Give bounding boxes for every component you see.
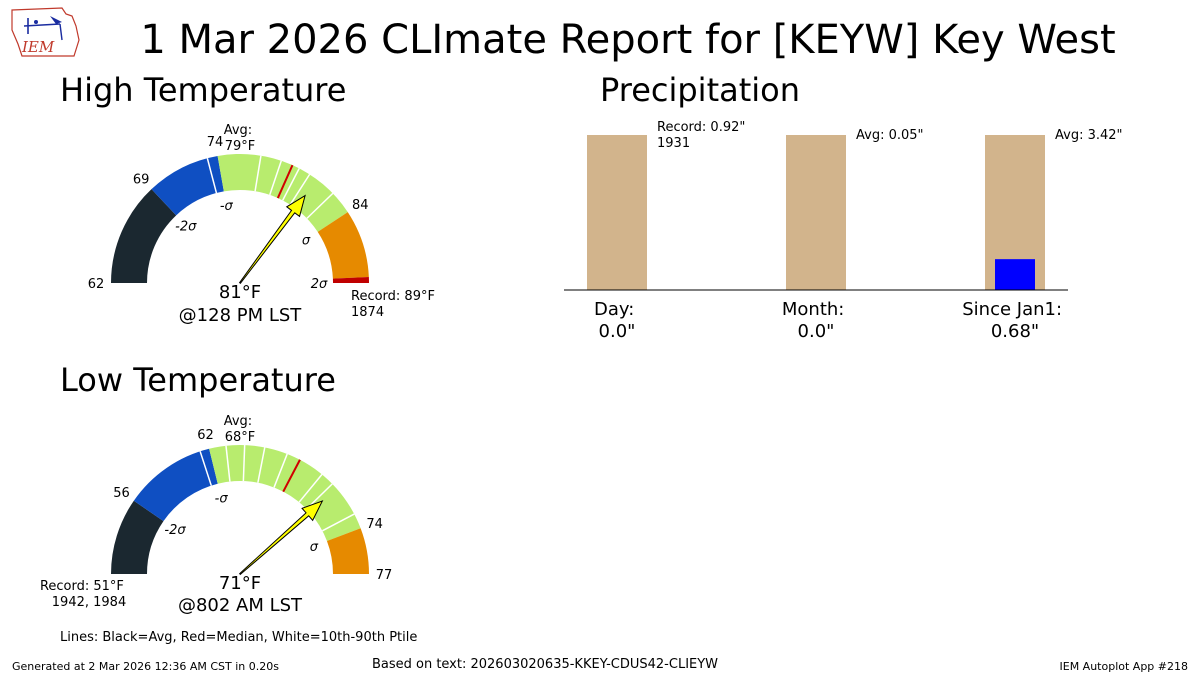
gauge-needle bbox=[238, 194, 306, 284]
low-temp-record-label: Record: 51°F 1942, 1984 bbox=[40, 579, 128, 610]
low-temp-title: Low Temperature bbox=[60, 361, 336, 399]
low-temp-avg-line1: Avg: bbox=[224, 414, 252, 429]
gauge-tick-label-3: 77 bbox=[376, 568, 393, 583]
high-temp-record-line2: 1874 bbox=[351, 305, 384, 320]
precipitation-panel: Precipitation Record: 0.92" 1931 Avg: 0.… bbox=[564, 71, 1123, 342]
high-temp-time: @128 PM LST bbox=[179, 305, 303, 326]
gauge-band-1 bbox=[133, 448, 218, 522]
percentile-line-5 bbox=[298, 473, 323, 503]
gauge-tick-label-1: 69 bbox=[133, 172, 150, 187]
low-temp-avg-label: Avg: 68°F bbox=[224, 414, 257, 445]
footer-app: IEM Autoplot App #218 bbox=[1060, 660, 1189, 673]
gauge-band-3 bbox=[317, 212, 369, 279]
precip-bar-chart bbox=[587, 135, 1045, 290]
precip-ref-label-day: Record: 0.92" 1931 bbox=[657, 120, 750, 151]
gauge-tick-label-0: 56 bbox=[113, 486, 130, 501]
gauge-band-1 bbox=[151, 155, 224, 216]
percentile-line-2 bbox=[242, 445, 246, 482]
gauge-sigma-label-1: -σ bbox=[215, 491, 229, 506]
precip-cat-year-value: 0.68" bbox=[991, 321, 1039, 342]
high-temp-value: 81°F bbox=[219, 282, 261, 303]
percentile-line-1 bbox=[254, 155, 262, 192]
precip-cat-day-value: 0.0" bbox=[599, 321, 636, 342]
low-temp-gauge: 56 62 74 77 -2σ -σ σ bbox=[111, 428, 392, 583]
low-temp-time: @802 AM LST bbox=[178, 595, 303, 616]
gauge-tick-label-3: 84 bbox=[352, 198, 369, 213]
precip-cat-month-name: Month: bbox=[782, 299, 844, 320]
gauge-band-2 bbox=[209, 445, 361, 542]
gauge-band-3 bbox=[326, 528, 369, 574]
precip-cat-day-name: Day: bbox=[594, 299, 634, 320]
precip-title: Precipitation bbox=[600, 71, 800, 109]
high-temp-avg-line2: 79°F bbox=[225, 139, 256, 154]
low-temperature-panel: Low Temperature 56 62 74 77 -2σ -σ σ 71°F @802… bbox=[40, 361, 392, 616]
percentile-line-5 bbox=[306, 192, 334, 219]
gauge-tick-label-0: 62 bbox=[88, 277, 105, 292]
median-line bbox=[282, 459, 301, 493]
precip-cat-year-name: Since Jan1: bbox=[962, 299, 1062, 320]
legend-note: Lines: Black=Avg, Red=Median, White=10th… bbox=[60, 630, 417, 645]
precip-ref-label-month: Avg: 0.05" bbox=[856, 128, 924, 143]
precip-cat-year: Since Jan1: 0.68" bbox=[962, 299, 1068, 342]
percentile-line-4 bbox=[289, 173, 311, 206]
precip-reference-bar-0 bbox=[587, 135, 647, 290]
gauge-sigma-label-1: -σ bbox=[220, 199, 234, 214]
gauge-sigma-label-0: -2σ bbox=[175, 220, 197, 235]
high-temperature-panel: High Temperature 62 69 74 84 -2σ -σ σ 2σ 81°F @… bbox=[60, 71, 439, 326]
high-temp-title: High Temperature bbox=[60, 71, 346, 109]
gauge-tick-label-2: 74 bbox=[207, 135, 224, 150]
precip-ref-label-year: Avg: 3.42" bbox=[1055, 128, 1123, 143]
gauge-band-4 bbox=[332, 276, 369, 283]
gauge-band-0 bbox=[111, 500, 164, 574]
percentile-line-2 bbox=[269, 160, 282, 196]
median-line bbox=[276, 164, 294, 199]
low-temp-avg-line2: 68°F bbox=[225, 430, 256, 445]
precip-ref-day-line2: 1931 bbox=[657, 136, 690, 151]
high-temp-avg-label: Avg: 79°F bbox=[224, 123, 257, 154]
precip-cat-month: Month: 0.0" bbox=[782, 299, 850, 342]
percentile-line-3 bbox=[257, 447, 266, 483]
high-temp-avg-line1: Avg: bbox=[224, 123, 252, 138]
iem-logo-text: IEM bbox=[21, 38, 55, 56]
percentile-line-0 bbox=[199, 451, 212, 486]
low-temp-record-line2: 1942, 1984 bbox=[52, 595, 126, 610]
gauge-tick-label-1: 62 bbox=[197, 428, 214, 443]
gauge-sigma-label-2: σ bbox=[310, 540, 319, 555]
percentile-line-1 bbox=[225, 445, 231, 482]
gauge-band-2 bbox=[217, 154, 348, 232]
low-temp-record-line1: Record: 51°F bbox=[40, 579, 124, 594]
percentile-line-4 bbox=[273, 453, 288, 488]
page-title: 1 Mar 2026 CLImate Report for [KEYW] Key… bbox=[140, 17, 1115, 63]
high-temp-gauge: 62 69 74 84 -2σ -σ σ 2σ bbox=[88, 135, 369, 292]
gauge-tick-label-2: 74 bbox=[366, 517, 383, 532]
gauge-band-0 bbox=[111, 189, 177, 283]
percentile-line-3 bbox=[282, 168, 300, 201]
footer-based-on: Based on text: 202603020635-KKEY-CDUS42-… bbox=[372, 657, 718, 672]
low-temp-value: 71°F bbox=[219, 573, 261, 594]
footer-generated: Generated at 2 Mar 2026 12:36 AM CST in … bbox=[12, 660, 279, 673]
precip-cat-day: Day: 0.0" bbox=[594, 299, 640, 342]
precip-observed-bar-2 bbox=[995, 259, 1035, 290]
percentile-line-0 bbox=[206, 158, 218, 194]
precip-reference-bar-1 bbox=[786, 135, 846, 290]
gauge-sigma-label-3: 2σ bbox=[311, 277, 328, 292]
gauge-sigma-label-0: -2σ bbox=[164, 523, 186, 538]
precip-ref-day-line1: Record: 0.92" bbox=[657, 120, 745, 135]
high-temp-record-label: Record: 89°F 1874 bbox=[351, 289, 439, 320]
percentile-line-7 bbox=[321, 513, 355, 532]
gauge-sigma-label-2: σ bbox=[302, 234, 311, 249]
high-temp-record-line1: Record: 89°F bbox=[351, 289, 435, 304]
precip-cat-month-value: 0.0" bbox=[798, 321, 835, 342]
iem-logo-icon: IEM bbox=[11, 7, 80, 57]
gauge-needle bbox=[238, 500, 324, 576]
